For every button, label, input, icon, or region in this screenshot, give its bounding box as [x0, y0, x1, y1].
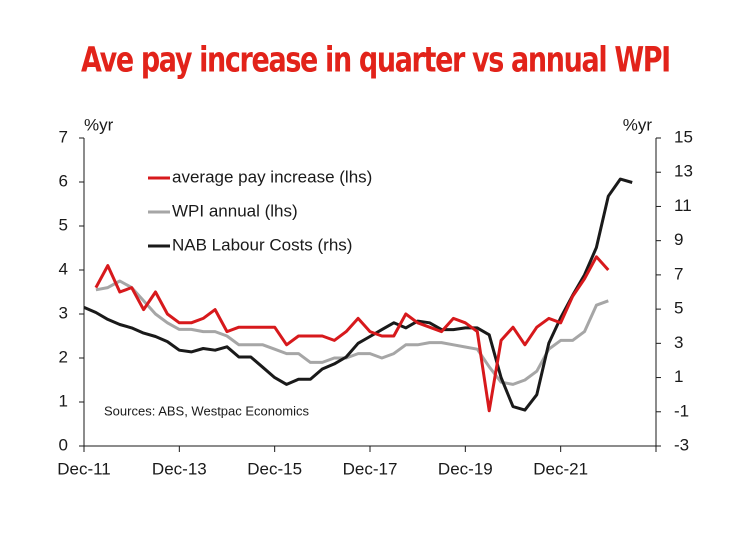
y-axis-label: %yr — [84, 115, 114, 134]
y-tick-label: 5 — [59, 215, 68, 234]
chart-title: Ave pay increase in quarter vs annual WP… — [81, 40, 670, 80]
y-tick-label: 2 — [59, 347, 68, 366]
legend-label: NAB Labour Costs (rhs) — [172, 235, 352, 254]
y2-axis-label: %yr — [623, 115, 653, 134]
y-tick-label: 1 — [59, 391, 68, 410]
series-line — [94, 255, 610, 413]
x-tick-label: Dec-17 — [343, 459, 398, 478]
y2-tick-label: 1 — [674, 367, 683, 386]
series-line — [83, 177, 633, 412]
series-line — [95, 279, 609, 386]
x-tick-label: Dec-21 — [533, 459, 588, 478]
y2-tick-label: -3 — [674, 435, 689, 454]
legend-label: WPI annual (lhs) — [172, 201, 298, 220]
y2-tick-label: 7 — [674, 264, 683, 283]
y2-tick-label: 3 — [674, 333, 683, 352]
y-tick-label: 0 — [59, 435, 68, 454]
source-note: Sources: ABS, Westpac Economics — [104, 403, 309, 418]
y2-tick-label: 5 — [674, 299, 683, 318]
y2-tick-label: 11 — [674, 196, 692, 215]
y2-tick-label: -1 — [674, 401, 689, 420]
y-tick-label: 6 — [59, 171, 68, 190]
legend-label: average pay increase (lhs) — [172, 167, 372, 186]
y-tick-label: 7 — [59, 127, 68, 146]
y-tick-label: 3 — [59, 303, 68, 322]
x-tick-label: Dec-19 — [438, 459, 493, 478]
x-tick-label: Dec-13 — [152, 459, 207, 478]
x-tick-label: Dec-11 — [57, 459, 111, 478]
x-tick-label: Dec-15 — [247, 459, 302, 478]
y2-tick-label: 13 — [674, 162, 693, 181]
y-tick-label: 4 — [59, 259, 68, 278]
y2-tick-label: 9 — [674, 230, 683, 249]
y2-tick-label: 15 — [674, 127, 693, 146]
